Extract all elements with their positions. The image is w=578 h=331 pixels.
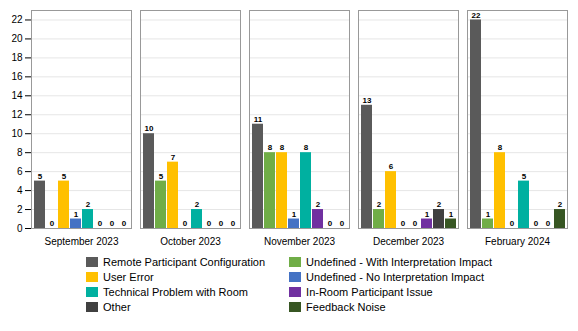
- svg-text:8: 8: [268, 143, 273, 152]
- svg-text:2: 2: [316, 200, 321, 209]
- svg-text:2: 2: [195, 200, 200, 209]
- svg-text:0: 0: [183, 219, 188, 228]
- html-text:Undefined - With Interpretatio: Undefined - With Interpretation Impact: [306, 256, 492, 268]
- svg-text:1: 1: [425, 210, 430, 219]
- svg-text:December 2023: December 2023: [373, 236, 445, 247]
- svg-text:February 2024: February 2024: [485, 236, 550, 247]
- svg-text:20: 20: [11, 33, 23, 44]
- svg-text:4: 4: [17, 185, 23, 196]
- svg-text:2: 2: [86, 200, 91, 209]
- svg-text:1: 1: [449, 210, 454, 219]
- svg-text:8: 8: [280, 143, 285, 152]
- svg-text:0: 0: [219, 219, 224, 228]
- svg-text:0: 0: [98, 219, 103, 228]
- svg-text:October 2023: October 2023: [160, 236, 221, 247]
- svg-text:7: 7: [171, 153, 176, 162]
- html-text:Remote Participant Configurati: Remote Participant Configuration: [103, 256, 266, 268]
- svg-text:8: 8: [304, 143, 309, 152]
- html-text:User Error: User Error: [103, 271, 154, 283]
- html-text:Other: Other: [103, 301, 131, 313]
- html-text:In-Room Participant Issue: In-Room Participant Issue: [306, 286, 433, 298]
- svg-text:5: 5: [38, 172, 43, 181]
- svg-text:12: 12: [11, 109, 23, 120]
- svg-text:14: 14: [11, 90, 23, 101]
- svg-text:September 2023: September 2023: [45, 236, 119, 247]
- html-text:Technical Problem with Room: Technical Problem with Room: [103, 286, 248, 298]
- svg-text:2: 2: [17, 204, 23, 215]
- svg-text:18: 18: [11, 52, 23, 63]
- svg-text:22: 22: [472, 11, 481, 20]
- svg-text:22: 22: [11, 14, 23, 25]
- svg-text:1: 1: [74, 210, 79, 219]
- svg-text:5: 5: [62, 172, 67, 181]
- svg-text:0: 0: [231, 219, 236, 228]
- svg-text:13: 13: [363, 96, 372, 105]
- svg-text:0: 0: [122, 219, 127, 228]
- svg-text:2: 2: [437, 200, 442, 209]
- svg-text:6: 6: [389, 162, 394, 171]
- svg-text:8: 8: [498, 143, 503, 152]
- svg-text:16: 16: [11, 71, 23, 82]
- svg-text:5: 5: [522, 172, 527, 181]
- svg-text:6: 6: [17, 166, 23, 177]
- svg-text:1: 1: [292, 210, 297, 219]
- svg-text:2: 2: [377, 200, 382, 209]
- html-text:Undefined - No Interpretation: Undefined - No Interpretation Impact: [306, 271, 484, 283]
- svg-text:November 2023: November 2023: [264, 236, 336, 247]
- svg-text:2: 2: [558, 200, 563, 209]
- svg-text:0: 0: [50, 219, 55, 228]
- svg-text:0: 0: [401, 219, 406, 228]
- svg-text:0: 0: [510, 219, 515, 228]
- svg-text:0: 0: [110, 219, 115, 228]
- svg-text:5: 5: [159, 172, 164, 181]
- svg-text:10: 10: [145, 124, 154, 133]
- svg-text:0: 0: [328, 219, 333, 228]
- svg-text:0: 0: [340, 219, 345, 228]
- html-text:Feedback Noise: Feedback Noise: [306, 301, 386, 313]
- svg-text:8: 8: [17, 147, 23, 158]
- svg-text:0: 0: [534, 219, 539, 228]
- svg-text:0: 0: [207, 219, 212, 228]
- svg-text:10: 10: [11, 128, 23, 139]
- svg-text:11: 11: [254, 115, 263, 124]
- svg-text:1: 1: [486, 210, 491, 219]
- svg-text:0: 0: [413, 219, 418, 228]
- svg-text:0: 0: [546, 219, 551, 228]
- svg-text:0: 0: [17, 223, 23, 234]
